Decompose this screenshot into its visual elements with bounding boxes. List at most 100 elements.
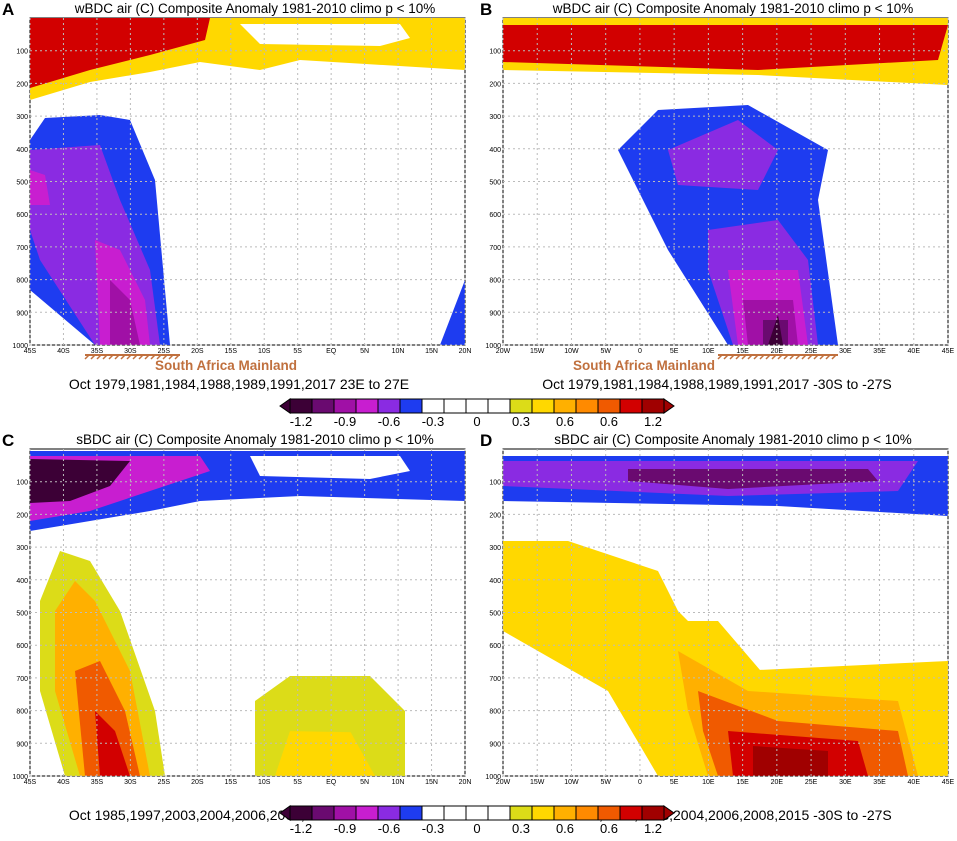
x-tick-label: 20S bbox=[191, 348, 204, 355]
y-tick-label: 500 bbox=[16, 180, 28, 187]
x-tick-label: 5S bbox=[293, 348, 302, 355]
legend-label: 0.6 bbox=[556, 414, 574, 429]
legend-swatch bbox=[531, 398, 555, 414]
legend-swatch bbox=[289, 805, 313, 821]
land-hatch-tick bbox=[747, 354, 753, 360]
land-hatch-tick bbox=[735, 354, 741, 360]
legend-swatch bbox=[553, 398, 577, 414]
y-tick-label: 600 bbox=[16, 643, 28, 650]
y-tick-label: 300 bbox=[489, 114, 501, 121]
land-hatch-tick bbox=[84, 354, 90, 360]
land-hatch-tick bbox=[96, 354, 102, 360]
legend-label: -1.2 bbox=[290, 821, 312, 836]
x-tick-label: 15W bbox=[530, 348, 545, 355]
legend-swatch bbox=[575, 398, 599, 414]
legend-swatch bbox=[465, 398, 489, 414]
x-tick-label: 20E bbox=[771, 348, 784, 355]
land-hatch-tick bbox=[807, 354, 813, 360]
legend-swatch bbox=[355, 805, 379, 821]
x-tick-label: 30S bbox=[124, 779, 137, 786]
land-label: South Africa Mainland bbox=[573, 358, 716, 373]
y-tick-label: 1000 bbox=[12, 774, 28, 781]
y-tick-label: 900 bbox=[16, 741, 28, 748]
legend-label: 1.2 bbox=[644, 414, 662, 429]
panel-c: C sBDC air (C) Composite Anomaly 1981-20… bbox=[0, 431, 478, 841]
x-tick-label: 25E bbox=[805, 779, 818, 786]
x-tick-label: 10E bbox=[702, 348, 715, 355]
contour-plot-c: 45S 40S 35S 30S 25S 20S 15S 10S 5S EQ 5N 10N 15N 20N 1… bbox=[12, 448, 472, 786]
legend-swatch bbox=[641, 805, 665, 821]
panel-caption: Oct 1979,1981,1984,1988,1989,1991,2017 2… bbox=[68, 376, 410, 392]
legend-swatch bbox=[619, 805, 643, 821]
x-tick-label: 45E bbox=[942, 779, 955, 786]
contour-plot-b: 20W 15W 10W 5W 0 5E 10E 15E 20E 25E 30E 35E 40E 45E 10… bbox=[485, 17, 955, 360]
land-hatch-tick bbox=[813, 354, 819, 360]
land-hatch-tick bbox=[819, 354, 825, 360]
x-tick-label: 15W bbox=[530, 779, 545, 786]
land-hatch-tick bbox=[120, 354, 126, 360]
land-hatch-tick bbox=[723, 354, 729, 360]
x-tick-label: 20N bbox=[459, 779, 472, 786]
legend-swatch bbox=[377, 805, 401, 821]
x-tick-label: 5W bbox=[600, 779, 611, 786]
legend-swatch bbox=[509, 398, 533, 414]
legend-swatch bbox=[377, 398, 401, 414]
y-tick-label: 800 bbox=[489, 709, 501, 716]
x-tick-label: 5E bbox=[670, 348, 679, 355]
legend-swatch bbox=[289, 398, 313, 414]
legend-label: 0.6 bbox=[600, 414, 618, 429]
land-hatch-tick bbox=[150, 354, 156, 360]
land-hatch-tick bbox=[126, 354, 132, 360]
color-legend-bottom: -1.2 -0.9 -0.6 -0.3 0 0.3 0.6 0.6 1.2 bbox=[279, 805, 675, 836]
legend-swatch bbox=[333, 805, 357, 821]
x-tick-label: 35S bbox=[91, 779, 104, 786]
legend-label: 0.6 bbox=[600, 821, 618, 836]
legend-swatch bbox=[597, 805, 621, 821]
y-tick-label: 500 bbox=[489, 180, 501, 187]
panel-title: wBDC air (C) Composite Anomaly 1981-2010… bbox=[74, 1, 436, 16]
y-tick-label: 1000 bbox=[12, 343, 28, 350]
legend-swatch bbox=[487, 805, 511, 821]
panel-title: wBDC air (C) Composite Anomaly 1981-2010… bbox=[552, 1, 914, 16]
y-tick-label: 200 bbox=[16, 512, 28, 519]
panel-title: sBDC air (C) Composite Anomaly 1981-2010… bbox=[76, 432, 434, 447]
land-hatch-tick bbox=[825, 354, 831, 360]
y-tick-label: 300 bbox=[489, 545, 501, 552]
x-tick-label: 0 bbox=[638, 779, 642, 786]
legend-swatch bbox=[619, 398, 643, 414]
legend-swatch bbox=[421, 398, 445, 414]
x-tick-label: 35E bbox=[873, 348, 886, 355]
y-tick-label: 300 bbox=[16, 114, 28, 121]
legend-swatch bbox=[399, 805, 423, 821]
land-hatch-tick bbox=[777, 354, 783, 360]
x-tick-label: 5W bbox=[600, 348, 611, 355]
contour-plot-d: 20W 15W 10W 5W 0 5E 10E 15E 20E 25E 30E 35E 40E 45E 10… bbox=[485, 448, 955, 786]
legend-label: -0.3 bbox=[422, 821, 444, 836]
x-tick-label: 15S bbox=[225, 348, 238, 355]
y-tick-label: 400 bbox=[16, 578, 28, 585]
x-tick-label: 25E bbox=[805, 348, 818, 355]
legend-swatch bbox=[311, 398, 335, 414]
land-label: South Africa Mainland bbox=[155, 358, 298, 373]
x-tick-label: 15E bbox=[736, 779, 749, 786]
land-hatch-tick bbox=[759, 354, 765, 360]
land-hatch-tick bbox=[168, 354, 174, 360]
y-tick-label: 700 bbox=[16, 245, 28, 252]
y-tick-label: 400 bbox=[16, 147, 28, 154]
legend-label: 0 bbox=[473, 821, 480, 836]
land-hatch-tick bbox=[789, 354, 795, 360]
x-tick-label: EQ bbox=[326, 779, 337, 786]
legend-label: 0.3 bbox=[512, 821, 530, 836]
legend-label: -0.6 bbox=[378, 821, 400, 836]
x-tick-label: 45S bbox=[24, 348, 37, 355]
contour-plot-a: 45S 40S 35S 30S 25S 20S 15S 10S 5S EQ 5N 10N 15N 20N 1… bbox=[12, 17, 471, 360]
panel-letter: D bbox=[480, 431, 493, 450]
land-hatch-tick bbox=[156, 354, 162, 360]
land-hatch-tick bbox=[108, 354, 114, 360]
y-tick-label: 800 bbox=[489, 278, 501, 285]
x-tick-label: 10N bbox=[392, 348, 405, 355]
land-hatch-tick bbox=[174, 354, 180, 360]
x-tick-label: 10N bbox=[392, 779, 405, 786]
legend-swatch bbox=[597, 398, 621, 414]
x-tick-label: 30E bbox=[839, 348, 852, 355]
